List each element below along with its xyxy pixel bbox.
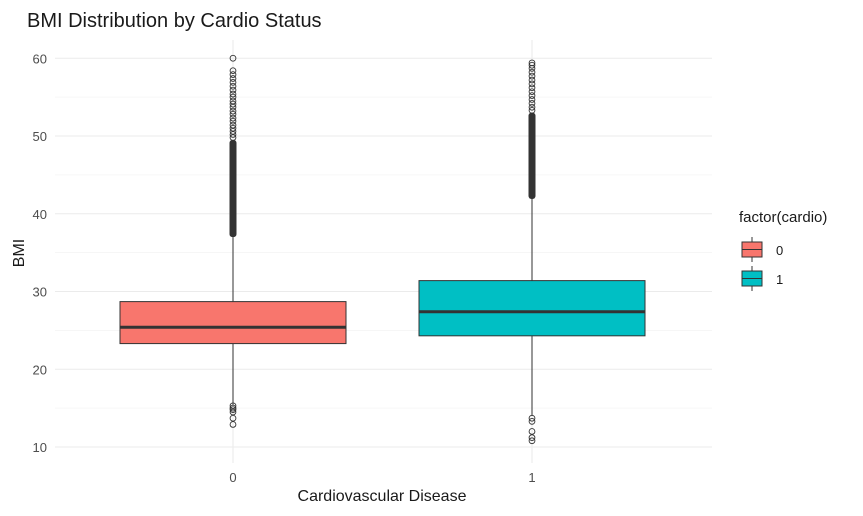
outlier-point	[229, 421, 237, 428]
outlier-point	[528, 61, 536, 69]
outlier-point	[229, 71, 237, 78]
legend-title: factor(cardio)	[739, 209, 827, 226]
dense-outliers-high	[528, 112, 536, 199]
legend-label: 0	[776, 243, 783, 258]
outlier-point	[229, 86, 237, 94]
dense-outliers-high	[229, 139, 237, 238]
x-tick-label: 0	[229, 470, 236, 485]
outlier-point	[528, 92, 536, 99]
boxplots	[119, 54, 646, 445]
x-tick-label: 1	[528, 470, 535, 485]
legend: factor(cardio) 0 1	[739, 209, 827, 291]
outlier-point	[528, 88, 536, 96]
box-iqr	[418, 280, 646, 337]
outlier-point	[229, 110, 237, 118]
legend-label: 1	[776, 272, 783, 287]
outlier-point	[229, 124, 237, 132]
box-iqr	[119, 301, 347, 345]
outlier-point	[229, 82, 237, 90]
grid	[55, 40, 712, 463]
legend-key-0	[741, 237, 763, 262]
outlier-point	[229, 107, 237, 115]
outlier-point	[229, 93, 237, 101]
outlier-point	[229, 90, 237, 98]
outlier-point	[528, 414, 536, 422]
y-tick-label: 10	[33, 440, 47, 455]
outlier-point	[528, 103, 536, 111]
y-tick-label: 20	[33, 362, 47, 377]
outlier-point	[229, 406, 237, 414]
outlier-point	[528, 437, 536, 445]
outlier-point	[528, 72, 536, 80]
outlier-point	[528, 68, 536, 76]
chart-title: BMI Distribution by Cardio Status	[27, 10, 322, 32]
outlier-point	[528, 76, 536, 84]
outlier-point	[528, 84, 536, 92]
outlier-point	[528, 417, 536, 425]
x-axis-title: Cardiovascular Disease	[298, 488, 467, 505]
outlier-point	[229, 114, 237, 122]
y-tick-label: 60	[33, 51, 47, 66]
y-tick-label: 50	[33, 129, 47, 144]
y-tick-label: 40	[33, 207, 47, 222]
outlier-point	[229, 117, 237, 125]
outlier-point	[229, 121, 237, 129]
boxplot-0	[119, 54, 347, 428]
outlier-point	[528, 106, 536, 114]
legend-key-1	[741, 266, 763, 291]
outlier-point	[229, 79, 237, 86]
outlier-point	[528, 80, 536, 88]
outlier-point	[229, 100, 237, 108]
y-tick-label: 30	[33, 285, 47, 300]
outlier-point	[229, 97, 237, 105]
outlier-point	[528, 99, 536, 107]
y-axis-title: BMI	[11, 239, 28, 267]
boxplot-1	[418, 59, 646, 445]
outlier-point	[229, 54, 237, 62]
outlier-point	[528, 434, 536, 442]
outlier-point	[528, 59, 536, 67]
outlier-point	[528, 96, 536, 103]
outlier-point	[229, 75, 237, 82]
y-axis-ticks: 10 20 30 40 50 60	[33, 51, 47, 455]
outlier-point	[229, 67, 237, 75]
